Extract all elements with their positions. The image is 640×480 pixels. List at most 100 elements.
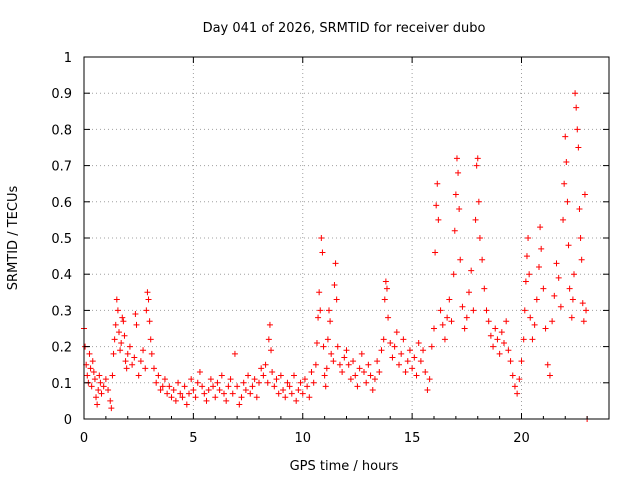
data-points: [81, 90, 591, 422]
data-point: [393, 329, 400, 336]
data-point: [123, 365, 130, 372]
data-point: [432, 249, 439, 256]
data-point: [448, 318, 455, 325]
data-point: [100, 383, 107, 390]
data-point: [227, 376, 234, 383]
data-point: [574, 126, 581, 133]
data-point: [537, 224, 544, 231]
data-point: [216, 387, 223, 394]
data-point: [118, 339, 125, 346]
data-point: [376, 368, 383, 375]
data-point: [245, 372, 252, 379]
data-point: [282, 394, 289, 401]
data-point: [210, 383, 217, 390]
data-point: [87, 365, 94, 372]
data-point: [426, 376, 433, 383]
data-point: [498, 329, 505, 336]
data-point: [382, 278, 389, 285]
data-point: [146, 318, 153, 325]
data-point: [313, 339, 320, 346]
data-point: [122, 358, 129, 365]
data-point: [323, 365, 330, 372]
data-point: [234, 383, 241, 390]
data-point: [536, 263, 542, 270]
data-point: [275, 390, 282, 397]
data-point: [369, 387, 376, 394]
data-point: [330, 358, 337, 365]
data-point: [107, 397, 114, 404]
data-point: [391, 343, 398, 350]
data-point: [363, 379, 370, 386]
data-point: [444, 314, 451, 321]
y-tick-label: 1: [64, 51, 72, 66]
data-point: [561, 180, 568, 187]
data-point: [327, 318, 334, 325]
data-point: [114, 307, 121, 314]
data-point: [164, 390, 171, 397]
data-point: [492, 325, 499, 332]
data-point: [529, 336, 536, 343]
data-point: [86, 350, 93, 357]
data-point: [109, 372, 116, 379]
data-point: [520, 336, 527, 343]
data-point: [260, 372, 267, 379]
data-point: [306, 394, 313, 401]
data-point: [439, 321, 446, 328]
data-point: [572, 90, 579, 97]
data-point: [316, 289, 323, 296]
data-point: [533, 296, 540, 303]
data-point: [205, 387, 212, 394]
data-point: [116, 329, 122, 336]
data-point: [148, 350, 155, 357]
data-point: [516, 376, 523, 383]
data-point: [331, 282, 338, 289]
data-point: [153, 379, 160, 386]
data-point: [90, 368, 97, 375]
data-point: [385, 314, 392, 321]
y-tick-label: 0.8: [51, 123, 72, 138]
data-point: [179, 394, 186, 401]
data-point: [378, 347, 385, 354]
data-point: [542, 325, 549, 332]
data-point: [531, 321, 538, 328]
data-point: [333, 296, 340, 303]
data-point: [172, 397, 179, 404]
data-point: [496, 350, 503, 357]
data-point: [166, 383, 173, 390]
data-point: [143, 307, 150, 314]
data-point: [186, 390, 192, 397]
data-point: [473, 162, 480, 169]
data-point: [441, 336, 448, 343]
data-point: [295, 387, 302, 394]
data-point: [555, 274, 562, 281]
data-point: [505, 347, 512, 354]
data-point: [387, 339, 394, 346]
data-point: [247, 390, 254, 397]
data-point: [383, 285, 390, 292]
data-point: [111, 336, 118, 343]
data-point: [453, 155, 460, 162]
data-point: [119, 314, 126, 321]
data-point: [277, 372, 284, 379]
data-point: [229, 390, 236, 397]
data-point: [575, 144, 582, 151]
data-point: [494, 336, 501, 343]
data-point: [293, 397, 300, 404]
data-point: [509, 372, 516, 379]
data-point: [361, 368, 367, 375]
data-point: [310, 379, 317, 386]
data-point: [117, 347, 124, 354]
data-point: [110, 350, 117, 357]
data-point: [406, 347, 413, 354]
data-point: [581, 191, 588, 198]
data-point: [470, 307, 477, 314]
data-point: [159, 383, 166, 390]
data-point: [242, 387, 249, 394]
data-point: [546, 372, 553, 379]
data-point: [487, 332, 494, 339]
data-point: [181, 383, 188, 390]
chart-title: Day 041 of 2026, SRMTID for receiver dub…: [203, 21, 486, 36]
data-point: [336, 361, 343, 368]
data-point: [466, 289, 472, 296]
